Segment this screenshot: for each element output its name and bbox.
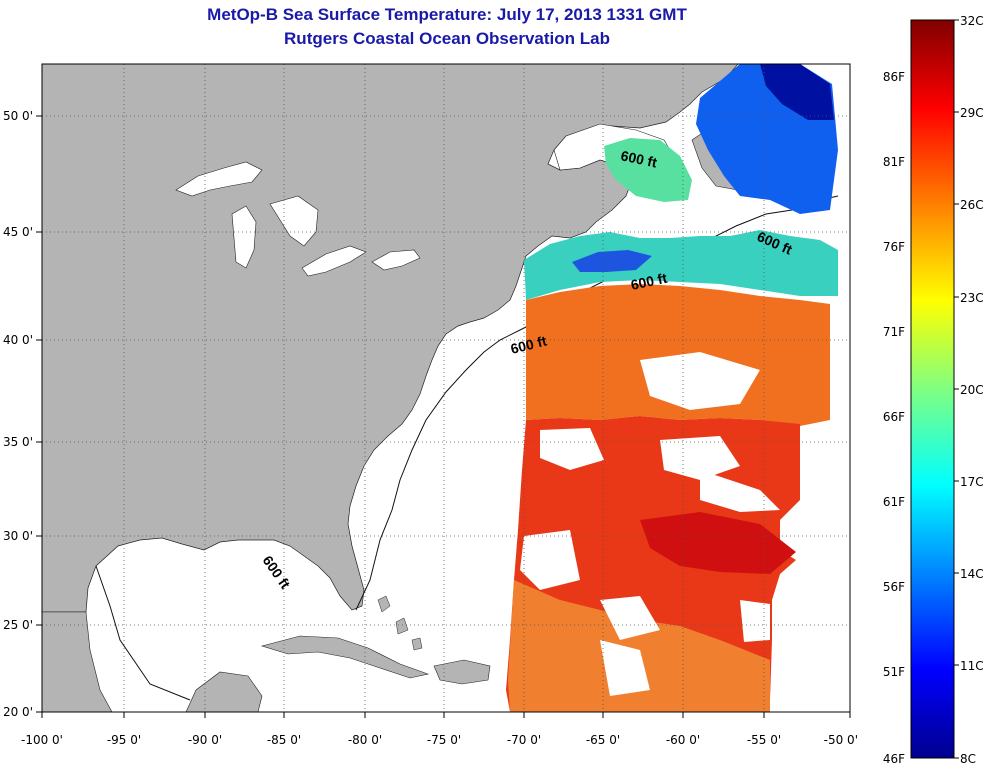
cloud-gap-8 — [740, 600, 770, 642]
colorbar-celsius-label: 14C — [960, 567, 984, 581]
colorbar-fahrenheit-label: 71F — [883, 325, 905, 339]
lat-label: 45 0' — [3, 225, 33, 239]
sst-data-swath — [506, 64, 838, 712]
lake-huron — [269, 195, 319, 247]
lon-label: -50 0' — [824, 733, 858, 747]
lat-label: 50 0' — [3, 109, 33, 123]
colorbar-fahrenheit-label: 86F — [883, 70, 905, 84]
lat-label: 20 0' — [3, 705, 33, 719]
cloud-gap-3 — [660, 436, 740, 480]
colorbar-fahrenheit-label: 46F — [883, 752, 905, 766]
colorbar-fahrenheit-label: 76F — [883, 240, 905, 254]
lake-michigan — [231, 205, 257, 269]
cloud-gap-6 — [700, 470, 780, 512]
contour-label-scotian: 600 ft — [629, 270, 668, 293]
colorbar-fahrenheit-label: 61F — [883, 495, 905, 509]
lon-label: -80 0' — [348, 733, 382, 747]
land-yucatan — [185, 671, 263, 712]
colorbar-fahrenheit-label: 66F — [883, 410, 905, 424]
sst-gulf-st-lawrence-warm — [604, 138, 692, 202]
cloud-gap-5 — [600, 596, 660, 640]
colorbar-fahrenheit-label: 81F — [883, 155, 905, 169]
colorbar-celsius-label: 32C — [960, 14, 984, 28]
lat-label: 40 0' — [3, 333, 33, 347]
colorbar-celsius-label: 17C — [960, 475, 984, 489]
lat-label: 25 0' — [3, 618, 33, 632]
colorbar-celsius-label: 29C — [960, 106, 984, 120]
lon-label: -55 0' — [747, 733, 781, 747]
lake-erie — [301, 245, 367, 277]
sst-blue-cold-patch-scotian — [572, 250, 652, 272]
bahamas-islands — [377, 595, 423, 651]
latitude-labels: 50 0' 45 0' 40 0' 35 0' 30 0' 25 0' 20 0… — [3, 109, 33, 719]
colorbar-fahrenheit-label: 56F — [883, 580, 905, 594]
colorbar-celsius-label: 11C — [960, 659, 984, 673]
map-gridlines — [42, 64, 850, 712]
lon-label: -95 0' — [107, 733, 141, 747]
land-mexico — [42, 611, 113, 712]
lat-label: 30 0' — [3, 529, 33, 543]
colorbar-celsius-label: 26C — [960, 198, 984, 212]
lake-ontario — [371, 249, 421, 271]
colorbar-gradient — [910, 19, 955, 759]
lon-label: -75 0' — [427, 733, 461, 747]
lon-label: -65 0' — [586, 733, 620, 747]
cloud-gap-1 — [640, 352, 760, 410]
cloud-gap-7 — [600, 640, 650, 696]
cloud-gap-4 — [520, 530, 580, 590]
lon-label: -100 0' — [21, 733, 63, 747]
colorbar-fahrenheit-label: 51F — [883, 665, 905, 679]
cloud-gap-2 — [540, 428, 604, 470]
colorbar-celsius-label: 23C — [960, 291, 984, 305]
land-hispaniola — [433, 659, 491, 685]
map-title: MetOp-B Sea Surface Temperature: July 17… — [207, 5, 687, 24]
sst-deep-cold — [760, 64, 834, 120]
sst-orange-south — [508, 580, 770, 712]
lake-superior — [175, 161, 263, 197]
lon-label: -60 0' — [666, 733, 700, 747]
land-north-america — [42, 64, 739, 613]
map-tick-marks — [36, 115, 851, 718]
lon-label: -70 0' — [507, 733, 541, 747]
lon-label: -85 0' — [267, 733, 301, 747]
contour-label-labrador: 600 ft — [619, 147, 658, 170]
colorbar-celsius-label: 20C — [960, 383, 984, 397]
map-frame — [41, 63, 851, 713]
sst-hot-core — [640, 512, 796, 574]
sst-swath-gulf-of-maine — [524, 230, 838, 300]
temperature-colorbar: 32C 29C 26C 23C 20C 17C 14C 11C 8C 86F 8… — [883, 14, 984, 766]
map-subtitle: Rutgers Coastal Ocean Observation Lab — [284, 29, 610, 48]
longitude-labels: -100 0' -95 0' -90 0' -85 0' -80 0' -75 … — [21, 733, 858, 747]
land-cuba — [260, 635, 430, 679]
lon-label: -90 0' — [188, 733, 222, 747]
colorbar-celsius-label: 8C — [960, 752, 976, 766]
lat-label: 35 0' — [3, 435, 33, 449]
